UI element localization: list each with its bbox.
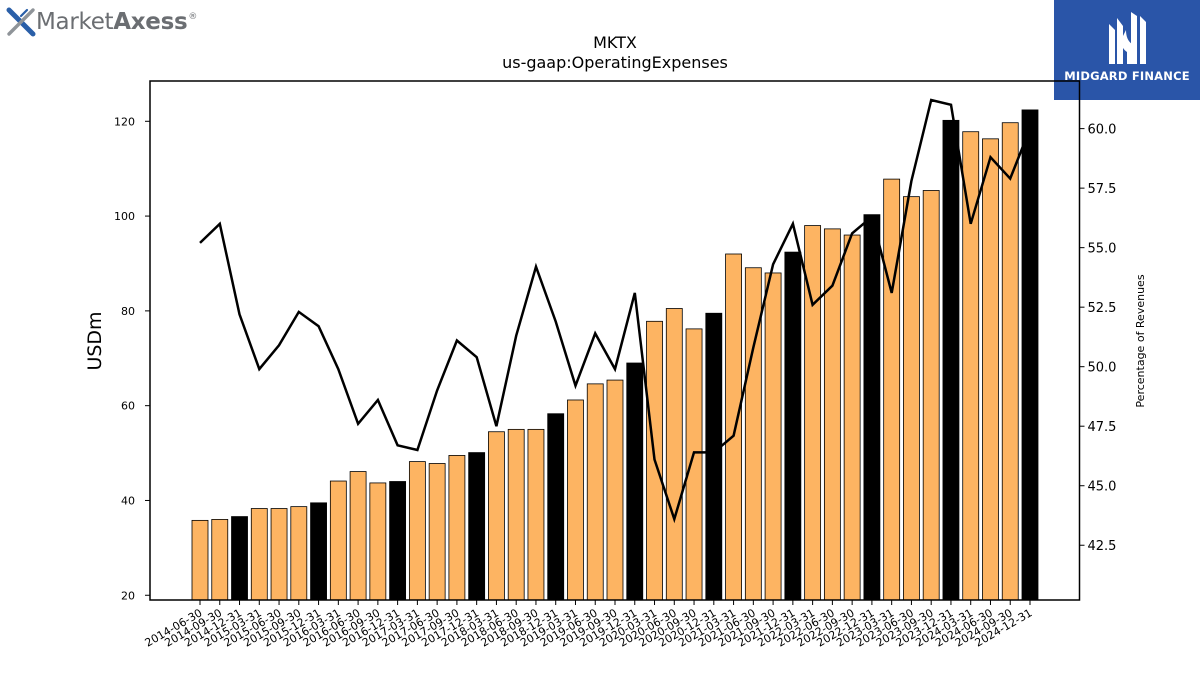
midgard-finance-logo: MIDGARD FINANCE — [1054, 0, 1200, 100]
bar-2021-03-31 — [725, 253, 742, 601]
y2-tick-label-57.5: 57.5 — [1088, 182, 1117, 197]
bar-2019-03-31 — [567, 399, 584, 601]
marketaxess-wordmark: MarketAxess® — [36, 9, 198, 35]
midgard-finance-wordmark: MIDGARD FINANCE — [1064, 69, 1190, 83]
bar-2017-09-30 — [448, 455, 466, 601]
y2-tick-label-47.5: 47.5 — [1088, 420, 1117, 435]
y2-tick-label-52.5: 52.5 — [1088, 301, 1117, 316]
bar-2017-03-31 — [408, 461, 426, 601]
bar-2024-12-31 — [1021, 109, 1039, 601]
bar-2018-09-30 — [527, 428, 545, 601]
bar-2020-09-30 — [685, 328, 703, 601]
bar-2019-06-30 — [586, 383, 604, 601]
bar-2014-06-30 — [191, 519, 209, 601]
bar-2020-06-30 — [665, 308, 683, 601]
bar-2015-09-30 — [290, 506, 308, 601]
bar-2016-12-31 — [389, 481, 407, 601]
y-tick-label-40: 40 — [121, 494, 135, 507]
bar-2023-06-30 — [903, 196, 920, 601]
marketaxess-logo: MarketAxess® — [6, 4, 197, 40]
bar-2018-12-31 — [547, 413, 565, 601]
bar-2014-09-30 — [211, 519, 229, 601]
bar-2023-12-31 — [942, 119, 960, 601]
y2-axis-label: Percentage of Revenues — [1134, 274, 1147, 407]
y2-tick-label-50.0: 50.0 — [1088, 361, 1117, 376]
marketaxess-x-mark-icon — [6, 7, 36, 37]
percentage-line — [199, 98, 1032, 524]
y2-tick-label-45.0: 45.0 — [1088, 480, 1117, 495]
y2-tick-label-60.0: 60.0 — [1088, 123, 1117, 138]
bar-2022-12-31 — [863, 214, 881, 601]
y-tick-label-120: 120 — [114, 115, 135, 128]
bar-2016-06-30 — [349, 471, 367, 601]
chart-title: MKTX — [593, 33, 637, 52]
bar-2019-09-30 — [606, 379, 624, 601]
y2-tick-label-55.0: 55.0 — [1088, 242, 1117, 257]
bar-2015-06-30 — [270, 508, 288, 601]
y-tick-label-20: 20 — [121, 589, 135, 602]
bar-2024-06-30 — [982, 138, 999, 601]
chart-subtitle: us-gaap:OperatingExpenses — [502, 53, 728, 72]
bar-2015-12-31 — [310, 502, 327, 601]
bar-2024-09-30 — [1001, 122, 1019, 601]
bar-2018-06-30 — [507, 428, 525, 601]
bar-2014-12-31 — [231, 516, 248, 601]
bar-2020-12-31 — [705, 312, 723, 601]
bar-2017-06-30 — [428, 463, 446, 601]
bar-2017-12-31 — [468, 452, 486, 601]
bar-2023-09-30 — [922, 190, 940, 601]
y2-tick-label-42.5: 42.5 — [1088, 539, 1117, 554]
y-axis-label: USDm — [84, 311, 106, 370]
bar-2019-12-31 — [626, 362, 644, 601]
bar-2023-03-31 — [883, 178, 901, 601]
y-tick-label-80: 80 — [121, 305, 135, 318]
bar-2015-03-31 — [250, 508, 268, 601]
bar-2021-06-30 — [744, 267, 762, 601]
bar-2021-12-31 — [784, 251, 802, 601]
bar-2022-09-30 — [843, 234, 861, 601]
bar-2018-03-31 — [488, 431, 505, 601]
midgard-emblem-icon — [1109, 12, 1146, 64]
bar-2016-03-31 — [329, 480, 347, 601]
bar-2016-09-30 — [369, 482, 387, 601]
y-tick-label-60: 60 — [121, 400, 135, 413]
y-tick-label-100: 100 — [114, 210, 135, 223]
bar-2021-09-30 — [764, 272, 782, 601]
